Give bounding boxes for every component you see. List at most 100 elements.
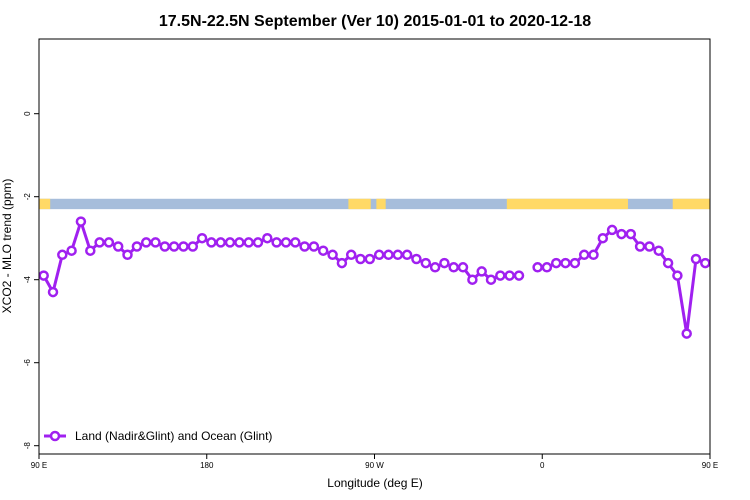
data-point — [467, 274, 478, 285]
data-point — [336, 257, 348, 269]
data-point — [476, 266, 487, 277]
data-point — [578, 249, 590, 261]
legend: Land (Nadir&Glint) and Ocean (Glint) — [44, 429, 272, 443]
data-point — [457, 262, 469, 273]
data-point — [317, 245, 329, 256]
data-point — [57, 249, 68, 261]
data-point — [560, 257, 571, 269]
y-axis-label: XCO2 - MLO trend (ppm) — [0, 179, 14, 314]
data-point — [168, 241, 180, 252]
data-point — [606, 224, 618, 236]
legend-marker — [49, 430, 61, 442]
data-point — [625, 228, 637, 240]
legend-label: Land (Nadir&Glint) and Ocean (Glint) — [75, 429, 272, 443]
data-point — [700, 257, 711, 269]
data-point — [131, 241, 143, 252]
y-tick-label: 0 — [23, 111, 32, 116]
data-point — [681, 328, 692, 339]
data-point — [672, 270, 683, 281]
data-point — [103, 237, 115, 248]
data-point — [206, 237, 217, 248]
data-point — [383, 249, 394, 261]
x-axis: 90 E 180 90 W 0 90 E — [31, 454, 718, 470]
data-point — [644, 241, 655, 252]
data-point — [252, 237, 264, 248]
data-point — [262, 232, 273, 244]
data-point — [411, 253, 422, 265]
data-point — [429, 262, 441, 273]
data-point — [504, 270, 515, 281]
data-point — [140, 237, 152, 248]
x-tick-label: 90 W — [365, 461, 384, 470]
data-point — [94, 237, 105, 248]
data-point — [597, 232, 609, 244]
data-point — [224, 237, 236, 248]
data-point — [420, 257, 432, 269]
land-band — [39, 198, 51, 210]
data-point — [47, 286, 59, 298]
data-point — [122, 249, 133, 261]
data-point — [345, 249, 357, 261]
data-point — [178, 241, 189, 252]
y-axis: 0 -2 -4 -6 -8 — [23, 111, 39, 449]
data-point — [150, 237, 161, 248]
data-point — [485, 274, 497, 285]
land-band — [376, 198, 386, 210]
data-point — [495, 270, 506, 281]
data-point — [243, 237, 254, 248]
data-point — [299, 241, 310, 252]
series-layer — [38, 216, 711, 339]
data-point — [66, 245, 77, 256]
land-ocean-strip — [39, 198, 710, 210]
y-tick-label: -8 — [23, 442, 32, 450]
data-point — [532, 262, 543, 273]
data-point — [364, 253, 376, 265]
data-point — [513, 270, 525, 281]
data-point — [448, 262, 459, 273]
x-tick-label: 90 E — [702, 461, 718, 470]
x-tick-label: 90 E — [31, 461, 47, 470]
y-tick-label: -2 — [23, 193, 32, 201]
series-line — [42, 220, 519, 294]
data-point — [653, 245, 664, 256]
data-point — [327, 249, 338, 261]
data-point — [401, 249, 413, 261]
series-line — [537, 228, 706, 336]
data-point — [38, 270, 49, 281]
x-tick-label: 0 — [540, 461, 545, 470]
data-point — [112, 241, 124, 252]
data-point — [690, 253, 702, 265]
data-point — [271, 237, 282, 248]
land-band — [348, 198, 371, 210]
data-point — [280, 237, 292, 248]
data-point — [196, 232, 208, 244]
land-band — [672, 198, 710, 210]
data-point — [85, 245, 96, 256]
ocean-band — [39, 198, 710, 210]
data-point — [75, 216, 87, 227]
x-tick-label: 180 — [200, 461, 214, 470]
land-band — [506, 198, 628, 210]
y-tick-label: -6 — [23, 359, 32, 367]
data-point — [541, 262, 553, 273]
data-point — [662, 257, 674, 269]
data-point — [215, 237, 226, 248]
data-point — [569, 257, 581, 269]
y-tick-label: -4 — [23, 276, 32, 284]
data-point — [588, 249, 599, 261]
data-point — [550, 257, 562, 269]
data-point — [290, 237, 301, 248]
data-point — [159, 241, 171, 252]
data-point — [234, 237, 245, 248]
data-point — [616, 228, 627, 240]
data-point — [392, 249, 404, 261]
data-point — [373, 249, 385, 261]
data-point — [634, 241, 646, 252]
data-point — [439, 257, 450, 269]
data-point — [355, 253, 366, 265]
data-point — [308, 241, 320, 252]
x-axis-label: Longitude (deg E) — [327, 476, 422, 490]
data-point — [187, 241, 199, 252]
chart-title: 17.5N-22.5N September (Ver 10) 2015-01-0… — [159, 13, 591, 30]
